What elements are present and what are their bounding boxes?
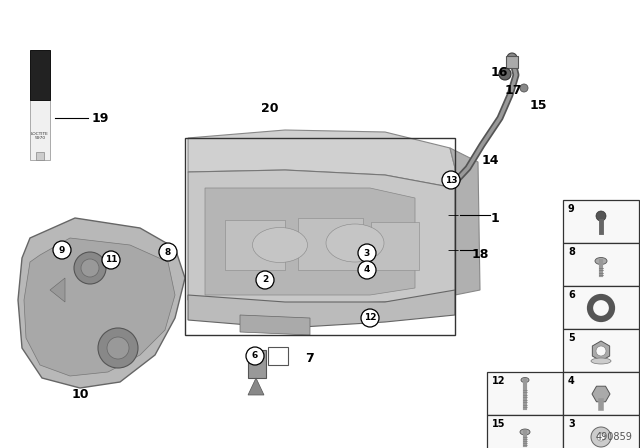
Bar: [185, 138, 455, 335]
Text: —: —: [58, 113, 69, 123]
Text: 6: 6: [252, 352, 258, 361]
Text: —: —: [448, 210, 459, 220]
Circle shape: [159, 243, 177, 261]
Circle shape: [358, 261, 376, 279]
Bar: [30, 50, 50, 99]
Bar: [36, 152, 44, 160]
Text: 8: 8: [165, 247, 171, 257]
Text: 9: 9: [568, 204, 575, 214]
Polygon shape: [188, 170, 455, 305]
Circle shape: [53, 241, 71, 259]
Text: 10: 10: [71, 388, 89, 401]
Text: LOCTITE
5970: LOCTITE 5970: [31, 132, 49, 140]
Polygon shape: [188, 290, 455, 328]
Polygon shape: [18, 218, 185, 388]
Ellipse shape: [595, 258, 607, 264]
Text: 6: 6: [568, 290, 575, 300]
Bar: [506, 56, 518, 68]
Bar: [30, 99, 50, 160]
Circle shape: [596, 211, 606, 221]
Circle shape: [591, 427, 611, 447]
Text: —: —: [448, 245, 459, 255]
Circle shape: [102, 251, 120, 269]
Polygon shape: [50, 278, 65, 302]
Text: 3: 3: [364, 249, 370, 258]
Text: 1: 1: [491, 211, 499, 224]
Text: 4: 4: [568, 376, 575, 386]
Bar: [563, 286, 639, 329]
Text: 7: 7: [306, 352, 314, 365]
Polygon shape: [24, 238, 175, 376]
Circle shape: [442, 171, 460, 189]
Circle shape: [520, 84, 528, 92]
Ellipse shape: [520, 429, 530, 435]
Circle shape: [596, 346, 606, 356]
Text: 13: 13: [445, 176, 457, 185]
Bar: [563, 372, 639, 415]
Text: 18: 18: [471, 249, 489, 262]
Polygon shape: [248, 378, 264, 395]
Bar: [563, 200, 639, 243]
Ellipse shape: [253, 228, 307, 263]
Circle shape: [499, 68, 511, 80]
Polygon shape: [450, 148, 480, 295]
Circle shape: [107, 337, 129, 359]
Ellipse shape: [521, 378, 529, 383]
Text: 16: 16: [490, 65, 508, 78]
Text: 490859: 490859: [595, 432, 632, 442]
Text: 5: 5: [568, 333, 575, 343]
Polygon shape: [205, 188, 415, 295]
Text: 8: 8: [568, 247, 575, 257]
Polygon shape: [298, 218, 362, 270]
Polygon shape: [371, 222, 419, 270]
Circle shape: [81, 259, 99, 277]
Circle shape: [361, 309, 379, 327]
Bar: [248, 350, 266, 378]
Bar: [268, 347, 288, 365]
Bar: [563, 415, 639, 448]
Polygon shape: [225, 220, 285, 270]
Circle shape: [597, 433, 605, 441]
Text: 17: 17: [504, 83, 522, 96]
Text: 15: 15: [492, 419, 506, 429]
Text: 19: 19: [92, 112, 109, 125]
Bar: [563, 329, 639, 372]
Circle shape: [358, 244, 376, 262]
Ellipse shape: [591, 358, 611, 364]
Bar: [563, 243, 639, 286]
Circle shape: [507, 53, 517, 63]
Circle shape: [246, 347, 264, 365]
Circle shape: [256, 271, 274, 289]
Circle shape: [74, 252, 106, 284]
Text: 2: 2: [262, 276, 268, 284]
Bar: [487, 372, 563, 415]
Ellipse shape: [326, 224, 384, 262]
Text: 12: 12: [364, 314, 376, 323]
Text: 3: 3: [568, 419, 575, 429]
Polygon shape: [592, 386, 610, 402]
Polygon shape: [240, 315, 310, 335]
Text: 4: 4: [364, 266, 370, 275]
Circle shape: [98, 328, 138, 368]
Text: 15: 15: [529, 99, 547, 112]
Text: 12: 12: [492, 376, 506, 386]
Text: 9: 9: [59, 246, 65, 254]
Text: 14: 14: [481, 154, 499, 167]
Polygon shape: [188, 130, 455, 188]
Bar: [487, 415, 563, 448]
Text: 20: 20: [261, 102, 279, 115]
Polygon shape: [593, 341, 610, 361]
Text: 11: 11: [105, 255, 117, 264]
